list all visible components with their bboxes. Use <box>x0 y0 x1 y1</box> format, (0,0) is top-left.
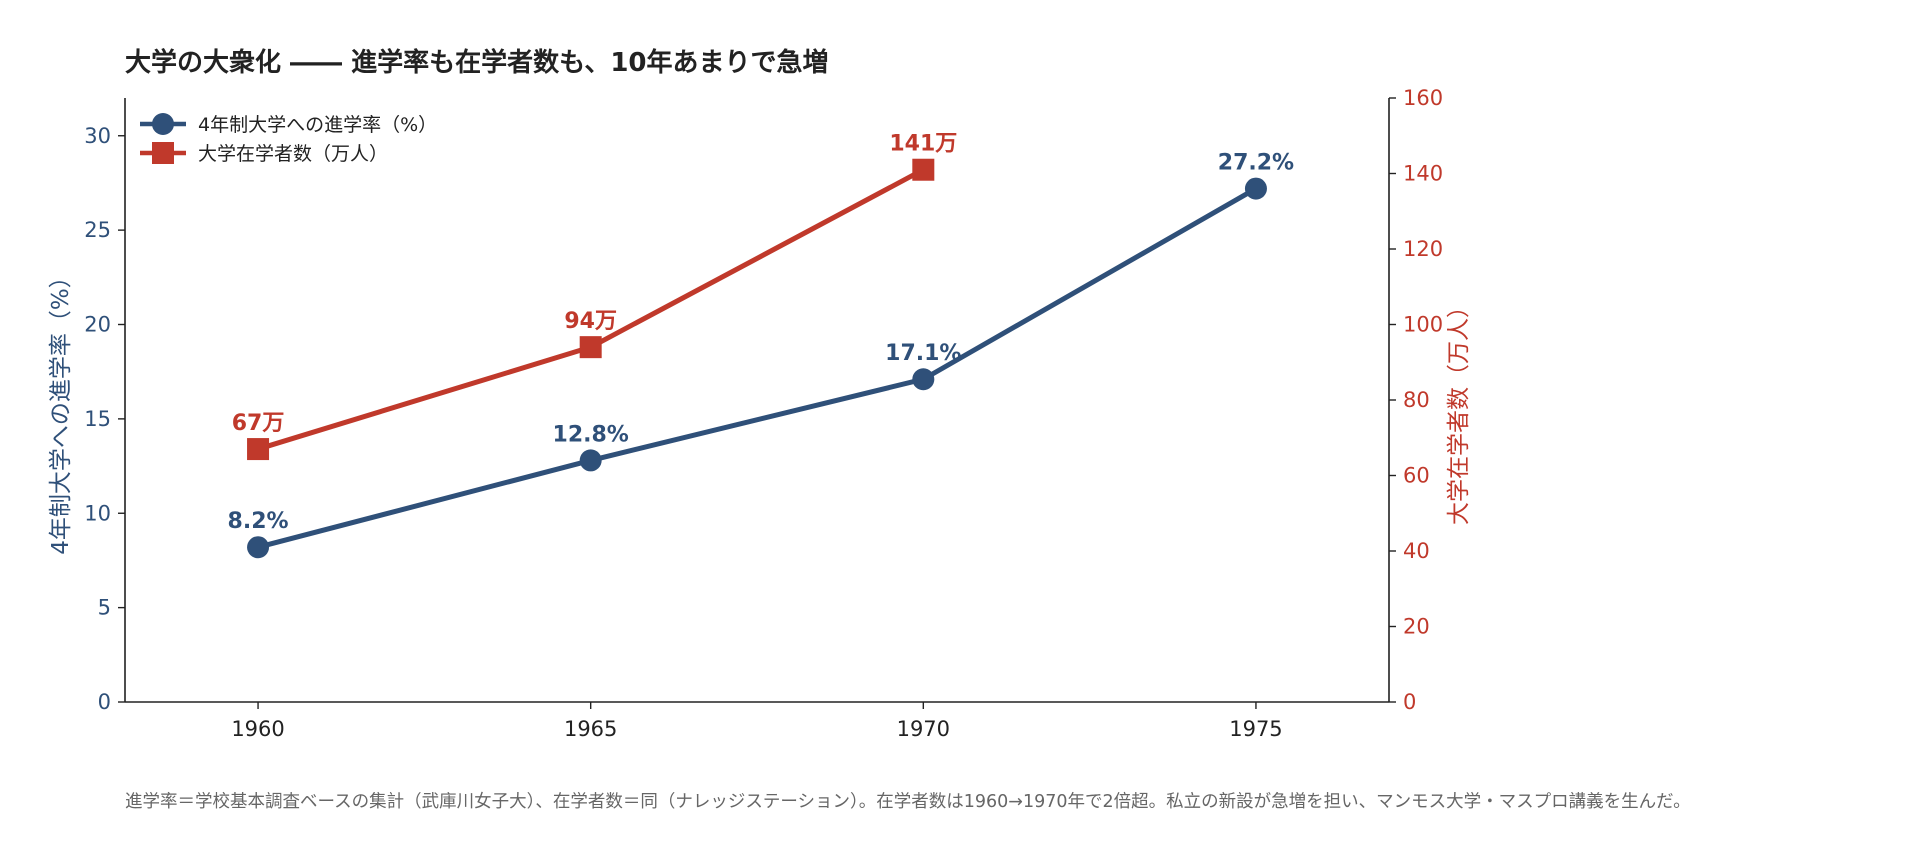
y-right-tick-label: 100 <box>1403 313 1443 337</box>
y-axis-left-label: 4年制大学への進学率（%） <box>48 265 74 555</box>
legend-label-rate: 4年制大学への進学率（%） <box>198 114 437 136</box>
data-label-rate: 27.2% <box>1218 151 1294 176</box>
x-tick-label: 1970 <box>897 717 950 741</box>
y-left-tick-label: 15 <box>84 407 111 431</box>
y-left-tick-label: 25 <box>84 218 111 242</box>
data-point-rate <box>579 449 602 472</box>
y-left-tick-label: 10 <box>84 501 111 525</box>
data-labels: 8.2% 12.8% 17.1% 27.2% 67万 94万 141万 <box>228 132 1295 534</box>
series-line-rate <box>255 186 1259 550</box>
legend-label-enrollment: 大学在学者数（万人） <box>198 143 388 165</box>
data-label-rate: 17.1% <box>885 341 961 366</box>
axes: 1960 1965 1970 1975 0 5 10 15 20 25 30 0 20 40 60 80 100… <box>84 86 1443 741</box>
y-right-tick-label: 140 <box>1403 162 1443 186</box>
data-label-rate: 8.2% <box>228 509 289 534</box>
legend: 4年制大学への進学率（%） 大学在学者数（万人） <box>140 113 437 165</box>
chart-title: 大学の大衆化 ―― 進学率も在学者数も、10年あまりで急増 <box>125 47 829 78</box>
y-right-tick-label: 0 <box>1403 690 1416 714</box>
series-layer <box>247 158 1267 559</box>
y-right-tick-label: 160 <box>1403 86 1443 110</box>
y-right-tick-label: 20 <box>1403 615 1430 639</box>
y-axis-right-label: 大学在学者数（万人） <box>1446 295 1472 525</box>
x-tick-label: 1965 <box>564 717 617 741</box>
y-right-tick-label: 80 <box>1403 388 1430 412</box>
footnote: 進学率＝学校基本調査ベースの集計（武庫川女子大）、在学者数＝同（ナレッジステーシ… <box>125 792 1691 812</box>
y-left-tick-label: 30 <box>84 124 111 148</box>
y-right-tick-label: 60 <box>1403 464 1430 488</box>
data-point-enrollment <box>247 438 270 461</box>
x-tick-label: 1975 <box>1229 717 1282 741</box>
y-left-tick-label: 20 <box>84 313 111 337</box>
data-label-enrollment: 67万 <box>232 411 285 436</box>
data-point-rate <box>912 368 935 391</box>
y-right-tick-label: 120 <box>1403 237 1443 261</box>
legend-marker-rate <box>152 113 174 135</box>
data-point-rate <box>247 536 270 559</box>
data-label-enrollment: 141万 <box>889 132 957 157</box>
y-right-tick-label: 40 <box>1403 539 1430 563</box>
data-label-enrollment: 94万 <box>564 309 617 334</box>
data-point-rate <box>1244 177 1267 200</box>
x-tick-label: 1960 <box>231 717 284 741</box>
y-left-tick-label: 0 <box>98 690 111 714</box>
y-left-tick-label: 5 <box>98 596 111 620</box>
legend-marker-enrollment <box>152 142 174 164</box>
data-label-rate: 12.8% <box>553 422 629 447</box>
data-point-enrollment <box>579 336 602 359</box>
data-point-enrollment <box>912 158 935 181</box>
